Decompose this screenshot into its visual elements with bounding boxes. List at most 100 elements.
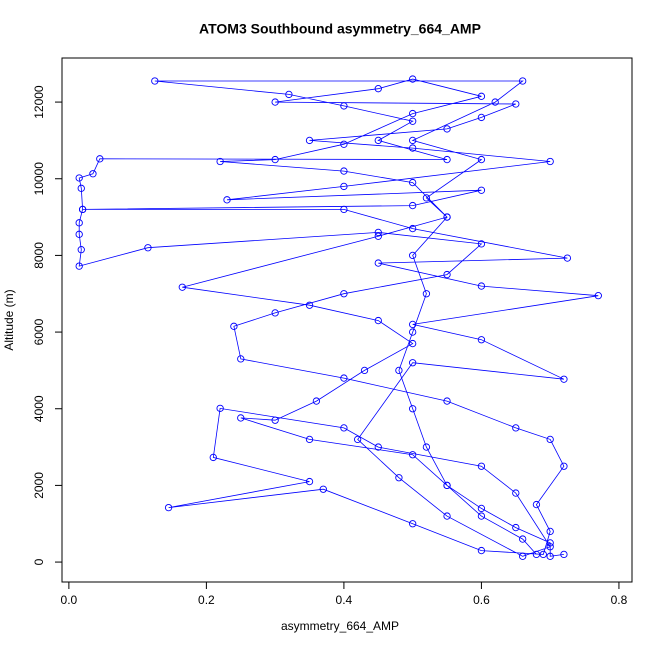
data-point: [144, 244, 152, 252]
data-point: [340, 424, 348, 432]
data-point: [409, 136, 417, 145]
data-point: [409, 117, 417, 125]
y-tick-label: 8000: [32, 242, 46, 269]
data-point: [519, 77, 527, 85]
data-point: [75, 230, 83, 238]
data-point: [409, 359, 417, 367]
data-point: [374, 85, 382, 93]
data-point: [75, 219, 83, 227]
data-point: [477, 92, 486, 100]
x-tick-label: 0.0: [61, 593, 78, 607]
data-point: [546, 539, 554, 547]
data-point: [374, 232, 382, 240]
x-tick-label: 0.6: [473, 593, 490, 607]
y-axis-label: Altitude (m): [2, 289, 16, 350]
data-point: [151, 77, 159, 85]
y-tick-label: 6000: [32, 318, 46, 345]
data-point: [477, 155, 486, 164]
data-point: [78, 205, 87, 214]
data-point: [178, 283, 186, 291]
data-point: [409, 451, 417, 459]
data-point: [546, 435, 554, 444]
data-point: [271, 98, 279, 106]
data-point: [409, 201, 417, 210]
data-point: [374, 136, 382, 145]
data-point: [477, 462, 486, 470]
data-point: [491, 98, 499, 106]
data-point: [230, 322, 238, 330]
data-point: [532, 550, 541, 559]
data-point: [340, 374, 348, 382]
data-point: [164, 503, 173, 512]
data-point: [354, 435, 362, 444]
data-point: [237, 414, 245, 422]
data-point: [443, 512, 451, 520]
data-point: [77, 246, 85, 254]
data-point: [409, 405, 417, 413]
data-point: [96, 155, 104, 163]
data-point: [546, 157, 554, 166]
data-point: [422, 443, 431, 451]
data-line: [78, 78, 599, 557]
data-point: [340, 102, 348, 110]
data-point: [216, 404, 224, 413]
data-point: [305, 136, 314, 145]
data-point: [422, 290, 431, 298]
data-point: [512, 523, 520, 532]
data-point: [546, 543, 554, 551]
data-point: [443, 125, 451, 133]
y-tick-label: 12000: [32, 85, 46, 119]
data-point: [209, 453, 217, 462]
data-point: [477, 282, 486, 290]
data-point: [443, 397, 451, 405]
data-point: [223, 196, 231, 204]
data-point: [512, 424, 520, 432]
data-point: [237, 355, 245, 363]
y-tick-label: 2000: [32, 472, 46, 499]
data-point: [340, 290, 348, 298]
data-point: [89, 170, 97, 178]
data-point: [75, 262, 83, 270]
data-point: [340, 140, 348, 148]
y-tick-label: 10000: [32, 162, 46, 196]
data-point: [519, 552, 527, 560]
data-point: [271, 416, 279, 424]
y-tick-label: 0: [32, 558, 46, 565]
data-point: [422, 194, 431, 202]
data-point: [477, 336, 486, 344]
x-tick-label: 0.2: [198, 593, 215, 607]
data-point: [594, 292, 602, 300]
data-point: [443, 270, 451, 279]
data-point: [477, 240, 486, 248]
data-point: [319, 485, 327, 493]
data-point: [340, 182, 348, 191]
data-point: [512, 100, 520, 108]
data-point: [560, 375, 568, 383]
data-point: [374, 228, 382, 237]
x-tick-label: 0.4: [336, 593, 353, 607]
data-point: [77, 184, 85, 192]
data-point: [443, 213, 451, 221]
data-point: [539, 550, 547, 559]
data-point: [477, 546, 486, 555]
data-point: [312, 397, 321, 405]
data-point: [340, 205, 348, 214]
data-point: [477, 186, 486, 194]
data-point: [409, 320, 417, 329]
data-point: [409, 75, 417, 83]
data-point: [285, 90, 293, 99]
data-point: [409, 339, 417, 348]
data-point: [560, 550, 568, 559]
data-point: [546, 527, 554, 536]
data-point: [443, 155, 451, 164]
data-point: [512, 489, 520, 497]
data-point: [409, 224, 417, 233]
data-point: [271, 155, 279, 164]
x-axis-label: asymmetry_664_AMP: [281, 619, 399, 633]
data-point: [409, 178, 417, 187]
data-point: [563, 254, 572, 262]
data-point: [216, 157, 224, 166]
data-point: [443, 481, 451, 490]
data-point: [374, 259, 382, 267]
